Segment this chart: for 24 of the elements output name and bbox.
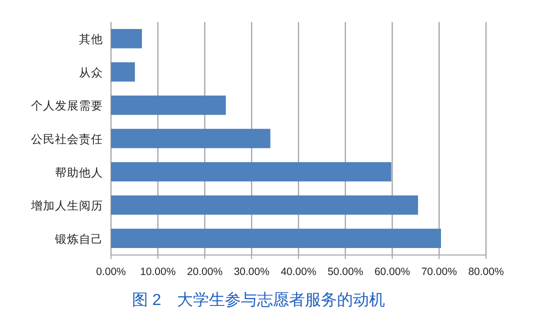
x-tick-label: 50.00% xyxy=(328,266,364,278)
x-tick-label: 0.00% xyxy=(96,266,126,278)
y-tick-label: 帮助他人 xyxy=(55,166,103,180)
bar xyxy=(111,162,392,182)
y-tick-label: 其他 xyxy=(79,33,103,46)
bar xyxy=(111,28,142,48)
x-tick-label: 80.00% xyxy=(468,266,504,278)
x-tick-label: 60.00% xyxy=(374,266,410,278)
x-tick-label: 20.00% xyxy=(186,266,223,278)
x-tick-label: 40.00% xyxy=(280,266,316,278)
y-tick-label: 锻炼自己 xyxy=(54,232,103,246)
bar xyxy=(111,96,226,115)
bar xyxy=(111,228,441,248)
y-tick-label: 个人发展需要 xyxy=(31,100,103,113)
y-tick-label: 从众 xyxy=(79,66,103,80)
x-tick-label: 30.00% xyxy=(234,266,270,278)
x-tick-label: 70.00% xyxy=(421,266,457,278)
bar xyxy=(111,62,135,82)
y-tick-label: 公民社会责任 xyxy=(31,133,103,146)
bar xyxy=(111,195,418,215)
bar xyxy=(111,128,270,148)
y-tick-label: 增加人生阅历 xyxy=(30,200,103,213)
x-tick-label: 10.00% xyxy=(140,266,176,278)
text: 图 2 大学生参与志愿者服务的动机 xyxy=(132,291,386,309)
